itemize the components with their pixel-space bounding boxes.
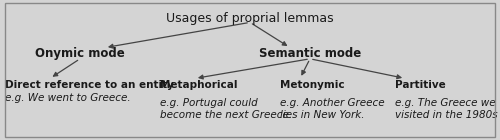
Text: e.g. Portugal could
become the next Greece.: e.g. Portugal could become the next Gree… (160, 98, 292, 120)
Text: Semantic mode: Semantic mode (259, 47, 361, 60)
Text: e.g. We went to Greece.: e.g. We went to Greece. (5, 93, 130, 103)
Text: Metaphorical: Metaphorical (160, 80, 238, 90)
Text: e.g. Another Greece
lies in New York.: e.g. Another Greece lies in New York. (280, 98, 384, 120)
Text: Partitive: Partitive (395, 80, 446, 90)
Text: Direct reference to an entity: Direct reference to an entity (5, 80, 174, 90)
Text: Onymic mode: Onymic mode (35, 47, 125, 60)
Text: e.g. The Greece we
visited in the 1980s: e.g. The Greece we visited in the 1980s (395, 98, 498, 120)
Text: Usages of proprial lemmas: Usages of proprial lemmas (166, 12, 334, 25)
Text: Metonymic: Metonymic (280, 80, 344, 90)
